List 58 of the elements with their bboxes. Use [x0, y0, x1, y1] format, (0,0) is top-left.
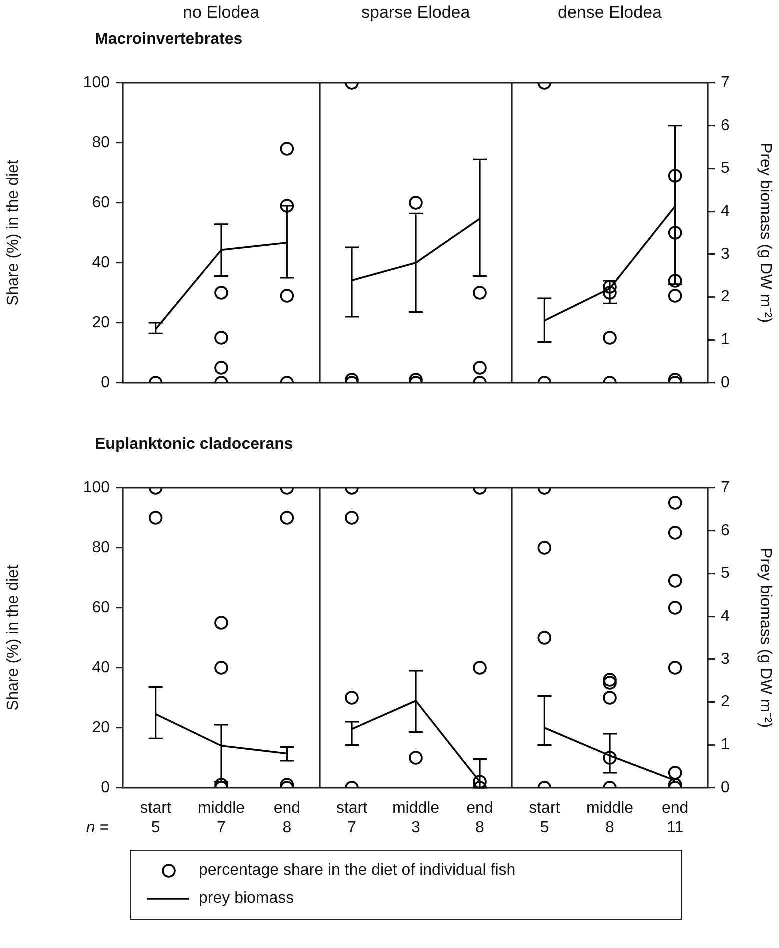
y2-axis-title: Prey biomass (g DW m⁻²) [756, 142, 774, 324]
x-tick-label: start [140, 800, 172, 818]
x-tick-label: end [662, 800, 689, 818]
y2-tick-label: 3 [721, 650, 730, 668]
x-tick-label: middle [586, 800, 634, 818]
y-tick-label: 60 [92, 599, 110, 616]
x-tick-label: end [466, 800, 494, 818]
y-tick-label: 80 [92, 539, 110, 556]
y-tick-label: 60 [92, 194, 110, 212]
y2-tick-label: 4 [721, 608, 730, 625]
y2-tick-label: 6 [721, 522, 730, 540]
y2-tick-label: 2 [721, 694, 730, 711]
y-tick-label: 20 [92, 314, 110, 332]
y2-tick-label: 3 [721, 246, 730, 263]
text: 7 [348, 819, 357, 836]
y2-tick-label: 2 [721, 288, 730, 306]
legend-label: prey biomass [199, 890, 294, 908]
text: 7 [217, 819, 226, 836]
y-tick-label: 100 [83, 74, 110, 92]
text: 3 [412, 819, 421, 836]
y2-tick-label: 0 [721, 779, 730, 796]
y-tick-label: 80 [92, 134, 110, 152]
y2-tick-label: 6 [721, 117, 730, 134]
text: 8 [476, 819, 485, 836]
x-tick-label: start [529, 800, 561, 818]
y2-tick-label: 7 [721, 74, 730, 92]
x-tick-label: middle [198, 800, 246, 818]
y2-tick-label: 5 [721, 160, 730, 178]
y2-tick-label: 1 [721, 736, 730, 754]
y-tick-label: 100 [83, 479, 110, 496]
chart-title: no Elodea [183, 3, 260, 23]
x-tick-label: middle [392, 800, 440, 818]
text: 8 [282, 819, 292, 836]
text: 8 [606, 819, 615, 836]
text: 11 [667, 819, 684, 836]
text: 5 [540, 819, 550, 836]
y2-tick-label: 4 [721, 202, 730, 220]
x-tick-label: start [336, 800, 368, 818]
legend-label: percentage share in the diet of individual fish [199, 862, 516, 880]
x-tick-label: end [274, 800, 301, 818]
y2-tick-label: 0 [721, 374, 730, 392]
y-tick-label: 0 [101, 779, 110, 796]
text: n = [86, 819, 109, 836]
y-tick-label: 40 [92, 659, 110, 676]
y-tick-label: 0 [101, 374, 110, 392]
y2-tick-label: 1 [721, 332, 730, 349]
chart-title: dense Elodea [558, 3, 662, 23]
chart-title: sparse Elodea [362, 3, 470, 23]
y-axis-title: Share (%) in the diet [5, 564, 22, 711]
y-tick-label: 20 [92, 719, 110, 736]
y2-axis-title: Prey biomass (g DW m⁻²) [756, 548, 774, 728]
y2-tick-label: 7 [721, 479, 730, 496]
chart-subtitle: Euplanktonic cladocerans [95, 436, 294, 454]
y-tick-label: 40 [92, 254, 110, 272]
text: 5 [151, 819, 160, 836]
chart-subtitle: Macroinvertebrates [95, 31, 243, 49]
y2-tick-label: 5 [721, 565, 730, 582]
y-axis-title: Share (%) in the diet [5, 160, 22, 306]
